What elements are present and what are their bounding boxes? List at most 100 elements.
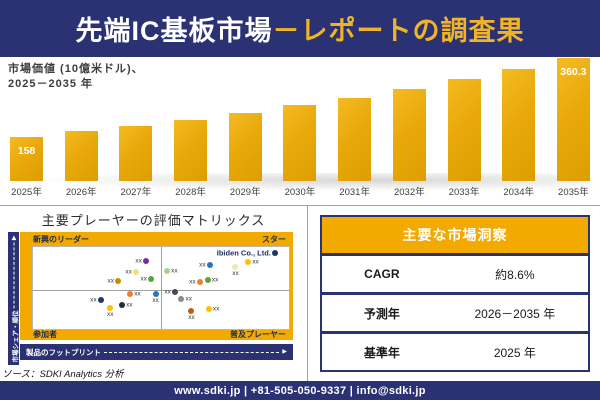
bar: 360.3 xyxy=(556,58,590,181)
insights-table: 主要な市場洞察 CAGR 約8.6% 予測年 2026－2035 年基準年 2025 年 xyxy=(320,215,590,372)
bar-year-label: 2027年 xyxy=(120,187,152,198)
chart-caption: 市場価値 (10億米ドル)、 2025－2035 年 xyxy=(8,62,144,92)
point-label: xx xyxy=(188,314,195,322)
bar: 158 xyxy=(10,136,43,181)
quadrant-label-bottom-right: 普及プレーヤー xyxy=(230,330,286,339)
company-label: Ibiden Co., Ltd. xyxy=(216,248,271,258)
bar-year-label: 2033年 xyxy=(448,187,480,198)
insights-row-label: 予測年 xyxy=(363,306,400,321)
bar-column: 158 2025年 xyxy=(10,57,43,198)
quadrant-label-top-left: 新興のリーダー xyxy=(33,235,89,244)
bar-column: 360.3 2035年 xyxy=(556,57,590,198)
insights-row-label: CAGR xyxy=(364,267,400,281)
insights-table-body: CAGR 約8.6% 予測年 2026－2035 年基準年 2025 年 xyxy=(322,253,588,370)
x-axis-dashes xyxy=(104,351,280,353)
quadrant-label-bottom-left: 参加者 xyxy=(33,330,57,339)
scatter-point: xx xyxy=(199,261,213,268)
quadrant-divider-horizontal xyxy=(33,289,289,291)
scatter-point: xx xyxy=(178,295,192,302)
insights-row: CAGR 約8.6% xyxy=(322,253,588,292)
scatter-point: xx xyxy=(152,290,159,304)
y-axis-label: 市場シェア・順位 xyxy=(11,310,19,362)
bar-column: 2034年 xyxy=(502,57,536,198)
insights-row: 基準年 2025 年 xyxy=(322,331,588,370)
insights-row-value: 約8.6% xyxy=(495,267,535,282)
evaluation-matrix-panel: 主要プレーヤーの評価マトリックス 市場シェア・順位 ▶ 新興のリーダー スター … xyxy=(0,205,307,381)
point-label: xx xyxy=(185,295,192,303)
footer-bar: www.sdki.jp | +81-505-050-9337 | info@sd… xyxy=(0,381,600,400)
scatter-point: xx xyxy=(205,306,219,313)
scatter-point: xx xyxy=(245,258,259,265)
point-label: xx xyxy=(199,261,206,269)
point-label: xx xyxy=(152,296,159,304)
bar-value-label: 158 xyxy=(17,144,36,157)
bar-column: 2032年 xyxy=(392,57,426,198)
insights-row: 予測年 2026－2035 年 xyxy=(322,292,588,331)
bar xyxy=(119,125,153,181)
scatter-point: Ibiden Co., Ltd. xyxy=(217,249,278,258)
bar-column: 2030年 xyxy=(283,57,317,198)
market-insights-panel: 主要な市場洞察 CAGR 約8.6% 予測年 2026－2035 年基準年 2025 年 xyxy=(307,205,600,381)
insights-table-header: 主要な市場洞察 xyxy=(322,217,588,253)
point-label: xx xyxy=(189,278,196,286)
scatter-point: xx xyxy=(188,308,195,321)
bar-year-label: 2028年 xyxy=(175,187,206,198)
point-label: xx xyxy=(211,276,219,284)
bar-year-label: 2029年 xyxy=(229,187,261,198)
bar-year-label: 2026年 xyxy=(65,187,97,198)
bar-column: 2029年 xyxy=(228,57,262,198)
point-label: xx xyxy=(90,296,97,304)
matrix-plot: xx xx xx xx xx xx xx xx xx Ibiden Co., Ltd. xx xx xx… xyxy=(32,246,290,330)
bar-year-label: 2032年 xyxy=(393,187,425,198)
bar xyxy=(338,97,372,181)
scatter-point: xx xyxy=(204,277,218,284)
point-label: xx xyxy=(232,269,239,277)
point-label: xx xyxy=(140,275,148,283)
x-axis-label: 製品のフットプリント xyxy=(26,347,101,357)
chart-caption-line2: 2025－2035 年 xyxy=(8,77,93,90)
scatter-point: xx xyxy=(189,279,203,286)
vertical-divider xyxy=(307,205,308,381)
scatter-point: xx xyxy=(107,278,121,285)
matrix-y-axis: 市場シェア・順位 ▶ xyxy=(8,232,19,365)
bar-year-label: 2035年 xyxy=(558,187,589,198)
scatter-point: xx xyxy=(164,268,178,275)
bar-value-label: 360.3 xyxy=(560,66,587,79)
bar xyxy=(64,131,98,181)
insights-row-value: 2026－2035 年 xyxy=(474,306,556,321)
x-axis-arrow-icon: ▶ xyxy=(282,349,287,355)
bar-year-label: 2034年 xyxy=(503,187,535,198)
horizontal-divider xyxy=(0,205,600,206)
bar-column: 2031年 xyxy=(338,57,372,198)
footer-contact: www.sdki.jp | +81-505-050-9337 | info@sd… xyxy=(174,384,426,397)
scatter-point: xx xyxy=(164,289,178,296)
scatter-point: xx xyxy=(232,263,239,277)
market-value-bar-chart: 市場価値 (10億米ドル)、 2025－2035 年 158 2025年 2026年… xyxy=(0,57,600,205)
bar-column: 2033年 xyxy=(447,57,481,198)
report-title-sub: －レポートの調査果 xyxy=(272,16,525,46)
bar-year-label: 2031年 xyxy=(339,187,370,198)
bar xyxy=(283,105,317,181)
point-label: xx xyxy=(107,277,114,285)
bar xyxy=(447,79,481,181)
matrix-y-axis-inner: 市場シェア・順位 ▶ xyxy=(8,233,19,364)
point-label: xx xyxy=(212,305,220,313)
scatter-point: xx xyxy=(127,291,141,298)
y-axis-dashes xyxy=(13,241,14,308)
bar xyxy=(502,69,536,181)
bar xyxy=(174,119,208,181)
scatter-point: xx xyxy=(135,257,149,264)
scatter-point: xx xyxy=(119,302,133,309)
quadrant-divider-vertical xyxy=(161,247,162,329)
point-label: xx xyxy=(164,288,171,296)
point-label: xx xyxy=(134,290,141,298)
quadrant-label-top-right: スター xyxy=(262,235,286,244)
bar-column: 2027年 xyxy=(119,57,153,198)
scatter-point: xx xyxy=(107,304,114,318)
scatter-point: xx xyxy=(141,276,155,283)
bar-chart-bars: 158 2025年 2026年 2027年 2028年 2029年 2030年 2031年 20… xyxy=(10,57,590,198)
bar-year-label: 2030年 xyxy=(284,187,316,198)
report-title-main: 先端IC基板市場 xyxy=(75,16,273,46)
bar-column: 2028年 xyxy=(174,57,208,198)
